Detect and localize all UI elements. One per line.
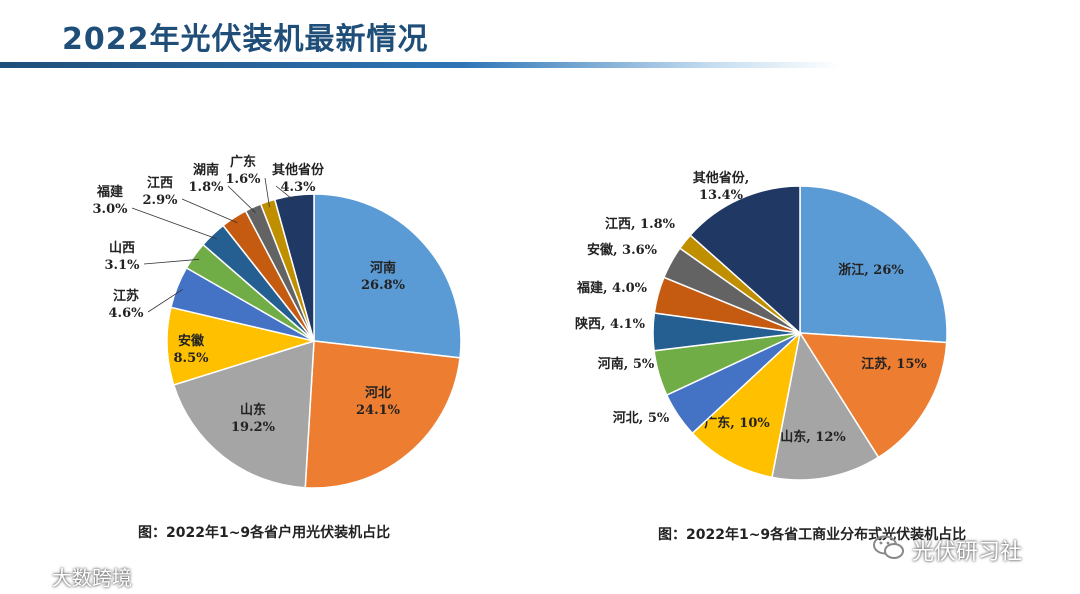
slice-label-2-6: 河南, 5% (598, 356, 655, 372)
pie-slice-1-3 (172, 339, 315, 489)
wechat-icon (873, 535, 904, 559)
slice-label-2-10: 江西, 1.8% (605, 216, 676, 232)
leader-line-1-5 (147, 288, 184, 313)
leader-line-1-7 (131, 207, 217, 240)
slice-value-1-4: 8.5% (174, 351, 210, 366)
slice-value-1-6: 3.1% (105, 258, 141, 273)
slice-label-1-2: 河北 (365, 385, 391, 401)
slice-label-2-8: 福建, 4.0% (576, 280, 648, 296)
title-underline-bar (0, 62, 840, 68)
leader-line-1-8 (181, 198, 238, 224)
pie-slice-1-11 (273, 193, 315, 342)
slice-label-2-1: 浙江, 26% (838, 262, 904, 278)
pie-slice-2-3 (771, 330, 880, 481)
slice-label-2-3: 山东, 12% (780, 429, 846, 445)
slice-label-1-8: 江西 (147, 175, 173, 191)
chart-caption-commercial: 图：2022年1~9各省工商业分布式光伏装机占比 (658, 527, 967, 543)
leader-line-1-9 (227, 185, 256, 213)
slice-label-1-11: 其他省份 (272, 162, 325, 178)
slice-label-1-4: 安徽 (178, 333, 205, 349)
page-title: 2022年光伏装机最新情况 (62, 22, 429, 57)
pie-slice-2-11 (689, 185, 801, 335)
leader-line-1-11 (275, 185, 296, 202)
slice-value-1-5: 4.6% (109, 306, 145, 321)
slice-value-1-2: 24.1% (356, 403, 401, 418)
slice-label-1-10: 广东 (230, 154, 256, 170)
slice-value-1-7: 3.0% (93, 202, 129, 217)
pie-slice-2-2 (798, 332, 948, 459)
slice-label-2-4: 广东, 10% (704, 415, 770, 431)
slice-value-1-3: 19.2% (231, 420, 276, 435)
slice-label-1-1: 河南 (370, 260, 396, 276)
slice-label-2-11: 其他省份, (693, 170, 750, 186)
pie-chart-commercial: 浙江, 26% 江苏, 15% 山东, 12% 广东, 10% 河北, 5% 河南, 5%… (575, 170, 948, 481)
slice-label-1-6: 山西 (109, 240, 135, 256)
slice-value-1-1: 26.8% (361, 278, 406, 293)
slice-label-2-7: 陕西, 4.1% (575, 316, 646, 332)
pie-slice-2-1 (799, 185, 948, 344)
pie-slice-2-4 (691, 330, 802, 479)
leader-line-1-10 (264, 177, 270, 208)
watermark-left: 大数跨境 (52, 566, 132, 590)
slice-value-1-9: 1.8% (189, 180, 225, 195)
slice-label-1-5: 江苏 (113, 288, 139, 304)
watermark-right: 光伏研习社 (912, 540, 1023, 565)
slice-label-1-3: 山东 (240, 402, 266, 418)
leader-line-1-6 (143, 258, 200, 265)
slice-label-1-9: 湖南 (193, 162, 219, 178)
pie-slice-1-2 (304, 340, 461, 489)
pie-slice-1-1 (313, 193, 462, 359)
slice-value-2-11: 13.4% (699, 188, 744, 203)
chart-caption-residential: 图：2022年1~9各省户用光伏装机占比 (138, 525, 391, 541)
slice-value-1-11: 4.3% (281, 180, 317, 195)
slice-label-2-5: 河北, 5% (613, 410, 670, 426)
watermark-logo-icon (10, 565, 44, 581)
slice-label-2-9: 安徽, 3.6% (587, 242, 658, 258)
pie-chart-residential: 河南 26.8% 河北 24.1% 山东 19.2% 安徽 8.5% 江苏 4.6% 山西 3.1% 福… (93, 154, 462, 489)
slice-label-2-2: 江苏, 15% (861, 356, 927, 372)
slice-value-1-8: 2.9% (143, 193, 179, 208)
slice-label-1-7: 福建 (96, 184, 123, 200)
slice-value-1-10: 1.6% (226, 172, 262, 187)
